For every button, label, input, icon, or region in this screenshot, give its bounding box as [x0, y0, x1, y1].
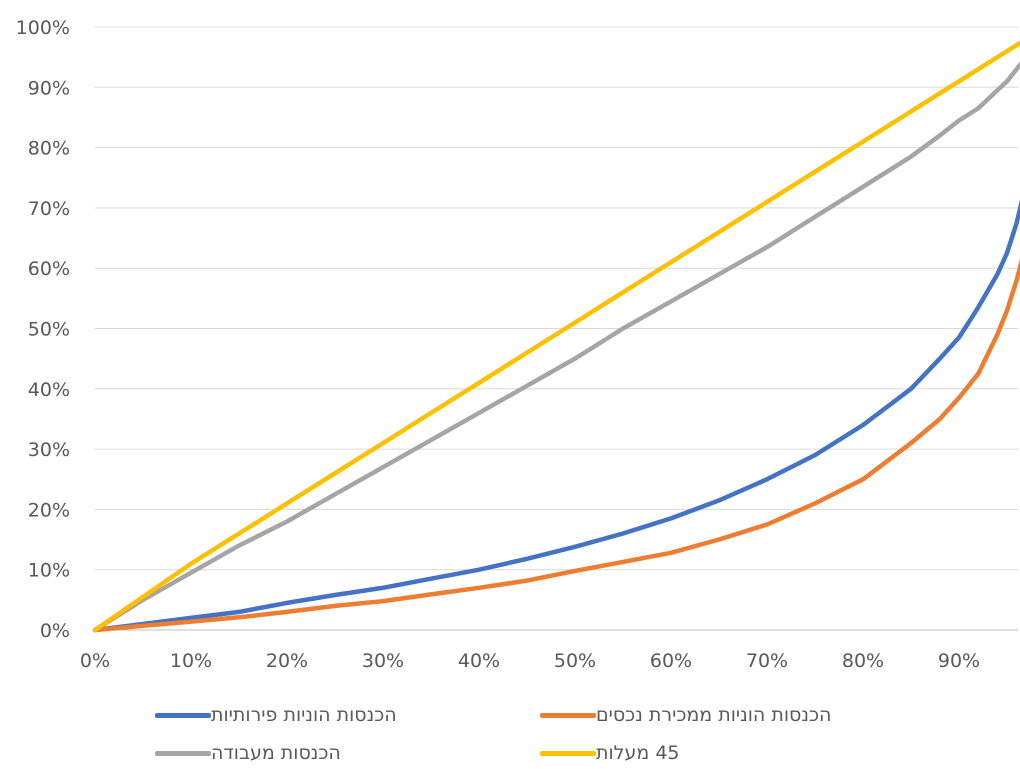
legend-swatch-orange — [540, 712, 596, 718]
x-tick-label: 50% — [554, 650, 596, 672]
x-tick-label: 90% — [938, 650, 980, 672]
y-tick-label: 60% — [28, 258, 70, 280]
y-axis-tick-labels: 0% 10% 20% 30% 40% 50% 60% 70% 80% 90% 100% — [16, 17, 70, 642]
y-tick-label: 30% — [28, 439, 70, 461]
legend-item-labor: הכנסות מעבודה — [155, 738, 341, 768]
series-line — [92, 258, 1020, 633]
y-tick-label: 40% — [28, 379, 70, 401]
y-tick-label: 100% — [16, 17, 70, 39]
x-tick-label: 10% — [170, 650, 212, 672]
x-tick-label: 80% — [842, 650, 884, 672]
legend-swatch-blue — [155, 712, 211, 718]
gridlines — [95, 26, 1018, 631]
legend-item-45-degrees: 45 מעלות — [540, 738, 680, 768]
x-tick-label: 30% — [362, 650, 404, 672]
legend-item-pirotiot: הכנסות הוניות פירותיות — [155, 700, 397, 730]
legend-item-asset-sales: הכנסות הוניות ממכירת נכסים — [540, 700, 831, 730]
line-chart: 0% 10% 20% 30% 40% 50% 60% 70% 80% 90% 100% 0% 10% 2… — [16, 17, 1020, 672]
legend-label: 45 מעלות — [596, 742, 680, 764]
legend-label: הכנסות הוניות פירותיות — [211, 704, 397, 726]
x-axis-tick-labels: 0% 10% 20% 30% 40% 50% 60% 70% 80% 90% — [80, 650, 980, 672]
x-tick-label: 70% — [746, 650, 788, 672]
y-tick-label: 50% — [28, 319, 70, 341]
legend-swatch-gray — [155, 750, 211, 756]
legend-swatch-yellow — [540, 750, 596, 756]
legend-label: הכנסות הוניות ממכירת נכסים — [596, 704, 832, 726]
series-line — [92, 199, 1020, 633]
x-tick-label: 0% — [80, 650, 110, 672]
series-line — [92, 61, 1020, 633]
x-tick-label: 20% — [266, 650, 308, 672]
legend-label: הכנסות מעבודה — [211, 742, 341, 764]
y-tick-label: 70% — [28, 198, 70, 220]
y-tick-label: 0% — [40, 620, 70, 642]
x-tick-label: 40% — [458, 650, 500, 672]
y-tick-label: 20% — [28, 499, 70, 521]
x-tick-label: 60% — [650, 650, 692, 672]
legend: הכנסות הוניות פירותיות הכנסות הוניות ממכ… — [0, 690, 1020, 769]
y-tick-label: 80% — [28, 138, 70, 160]
series-lines — [92, 40, 1020, 633]
y-tick-label: 10% — [28, 560, 70, 582]
series-line — [92, 40, 1020, 633]
y-tick-label: 90% — [28, 77, 70, 99]
